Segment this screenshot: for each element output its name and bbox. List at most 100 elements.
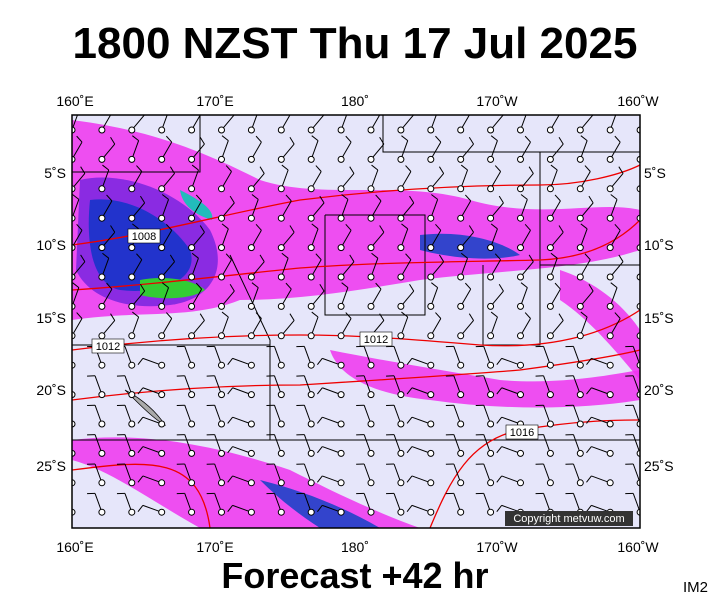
barb-station: [218, 391, 225, 399]
barb-station: [367, 126, 375, 134]
barb-station: [427, 361, 435, 369]
barb-feather: [349, 254, 355, 262]
barb-station: [487, 391, 495, 399]
barb-feather: [641, 253, 647, 258]
barb-station: [307, 185, 315, 193]
barb-station: [98, 244, 106, 252]
barb-station: [247, 449, 255, 457]
barb-station: [576, 332, 584, 340]
barb-staff: [72, 511, 73, 513]
barb-feather: [550, 164, 558, 171]
barb-station: [517, 273, 524, 281]
barb-feather: [524, 312, 531, 319]
barb-station: [367, 185, 375, 193]
barb-station: [218, 449, 225, 457]
title: 1800 NZST Thu 17 Jul 2025: [73, 19, 638, 68]
barb-station: [606, 391, 614, 399]
barb-station: [397, 155, 405, 163]
barb-station: [277, 244, 285, 252]
barb-station: [367, 273, 375, 281]
barb-feather: [554, 282, 561, 290]
barb-station: [98, 420, 106, 428]
barb-station: [576, 126, 584, 134]
barb-feather: [320, 108, 324, 115]
barb-station: [247, 126, 255, 134]
barb-station: [427, 273, 435, 281]
barb-station: [128, 391, 136, 399]
barb-station: [277, 126, 285, 134]
barb-station: [247, 391, 255, 399]
barb-feather: [618, 166, 624, 174]
barb-station: [427, 449, 435, 457]
barb-feather: [195, 194, 202, 202]
barb-station: [337, 126, 345, 134]
barb-station: [517, 155, 524, 163]
barb-feather: [614, 312, 621, 319]
barb-feather: [251, 194, 259, 200]
barb-feather: [255, 223, 262, 231]
barb-station: [576, 479, 584, 487]
barb-feather: [102, 252, 110, 259]
barb-feather: [524, 223, 531, 231]
barb-station: [457, 420, 465, 428]
barb-station: [457, 332, 465, 340]
barb-station: [546, 126, 554, 134]
barb-station: [606, 155, 614, 163]
barb-feather: [315, 253, 322, 261]
barb-station: [307, 449, 315, 457]
barb-station: [397, 126, 405, 134]
lon-label: 160˚W: [617, 93, 659, 109]
barb-feather: [139, 195, 146, 204]
barb-station: [337, 273, 345, 281]
lat-label: 10˚S: [644, 237, 674, 253]
barb-station: [98, 302, 106, 310]
barb-feather: [468, 137, 474, 145]
barb-station: [576, 185, 584, 193]
barb-feather: [107, 107, 112, 113]
barb-station: [487, 332, 495, 340]
barb-station: [158, 214, 166, 222]
barb-station: [128, 273, 136, 281]
barb-station: [277, 273, 285, 281]
barb-station: [487, 126, 495, 134]
barb-station: [277, 302, 285, 310]
barb-station: [517, 126, 524, 134]
lat-label: 15˚S: [36, 310, 66, 326]
barb-feather: [405, 253, 412, 261]
barb-feather: [375, 282, 382, 290]
barb-feather: [161, 194, 169, 200]
barb-station: [457, 155, 465, 163]
barb-station: [158, 508, 166, 516]
barb-feather: [496, 475, 503, 483]
barb-feather: [410, 108, 414, 115]
barb-feather: [618, 254, 624, 262]
barb-station: [457, 214, 465, 222]
barb-station: [427, 126, 435, 134]
barb-feather: [137, 446, 144, 454]
barb-station: [427, 391, 435, 399]
barb-feather: [431, 282, 438, 289]
barb-station: [307, 332, 315, 340]
barb-staff: [639, 305, 640, 307]
barb-feather: [406, 475, 413, 483]
barb-station: [188, 479, 196, 487]
barb-station: [487, 214, 495, 222]
barb-station: [277, 508, 285, 516]
barb-feather: [586, 505, 592, 512]
lat-label: 20˚S: [644, 382, 674, 398]
barb-station: [397, 391, 405, 399]
barb-feather: [558, 137, 564, 145]
isobar-labels: 1008 1012 1012 1016: [91, 228, 539, 440]
barb-station: [128, 479, 136, 487]
barb-station: [218, 479, 225, 487]
barb-station: [487, 302, 495, 310]
barb-feather: [259, 166, 265, 174]
barb-feather: [132, 223, 139, 230]
barb-station: [457, 391, 465, 399]
barb-feather: [319, 195, 325, 204]
barb-station: [218, 214, 225, 222]
barb-station: [427, 479, 435, 487]
barb-feather: [106, 194, 113, 202]
barb-feather: [106, 282, 113, 290]
barb-station: [98, 185, 106, 193]
